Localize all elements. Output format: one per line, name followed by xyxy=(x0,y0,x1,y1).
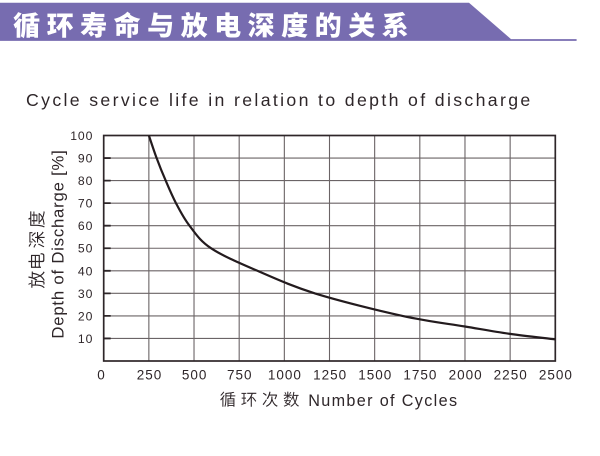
svg-text:90: 90 xyxy=(78,152,93,166)
svg-text:0: 0 xyxy=(97,368,106,383)
svg-text:Cycle service life in relation: Cycle service life in relation to depth … xyxy=(26,90,533,110)
svg-text:40: 40 xyxy=(78,264,93,278)
svg-text:30: 30 xyxy=(78,287,93,301)
svg-text:Depth of Discharge [%]: Depth of Discharge [%] xyxy=(48,149,67,338)
svg-text:70: 70 xyxy=(78,197,93,211)
svg-text:2000: 2000 xyxy=(449,368,483,383)
svg-text:50: 50 xyxy=(78,242,93,256)
svg-text:250: 250 xyxy=(137,368,163,383)
svg-text:1500: 1500 xyxy=(358,368,392,383)
svg-text:2500: 2500 xyxy=(539,368,573,383)
svg-text:20: 20 xyxy=(78,309,93,323)
svg-text:80: 80 xyxy=(78,174,93,188)
svg-text:750: 750 xyxy=(227,368,253,383)
svg-text:60: 60 xyxy=(78,219,93,233)
svg-text:2250: 2250 xyxy=(494,368,528,383)
svg-text:1000: 1000 xyxy=(268,368,302,383)
svg-text:10: 10 xyxy=(78,332,93,346)
svg-text:Number of Cycles: Number of Cycles xyxy=(308,392,458,410)
svg-text:500: 500 xyxy=(182,368,208,383)
svg-text:1250: 1250 xyxy=(313,368,347,383)
svg-text:100: 100 xyxy=(70,129,93,143)
svg-text:1750: 1750 xyxy=(403,368,437,383)
